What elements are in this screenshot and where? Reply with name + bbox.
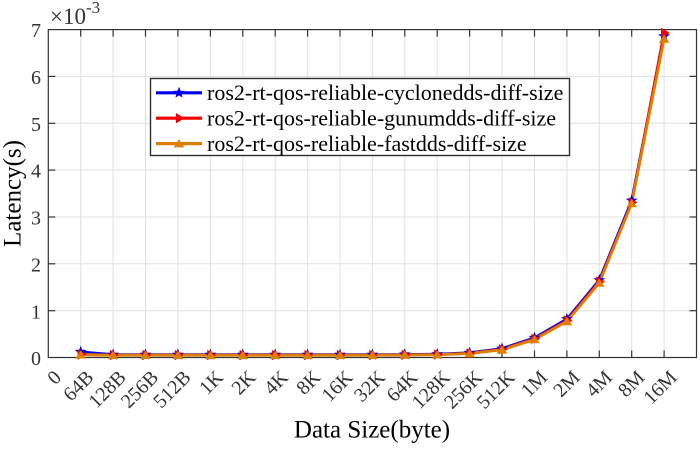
svg-text:0: 0	[31, 348, 41, 370]
svg-text:Data Size(byte): Data Size(byte)	[294, 417, 450, 444]
svg-text:ros2-rt-qos-reliable-fastdds-d: ros2-rt-qos-reliable-fastdds-diff-size	[207, 131, 527, 156]
svg-text:1: 1	[31, 301, 41, 323]
svg-text:2: 2	[31, 254, 41, 276]
svg-text:4: 4	[31, 161, 41, 183]
svg-text:7: 7	[31, 20, 41, 42]
svg-text:Latency(s): Latency(s)	[0, 140, 27, 247]
svg-text:5: 5	[31, 114, 41, 136]
svg-text:ros2-rt-qos-reliable-gunumdds-: ros2-rt-qos-reliable-gunumdds-diff-size	[207, 106, 556, 131]
svg-text:6: 6	[31, 67, 41, 89]
svg-text:ros2-rt-qos-reliable-cyclonedd: ros2-rt-qos-reliable-cyclonedds-diff-siz…	[207, 80, 563, 105]
svg-text:3: 3	[31, 208, 41, 230]
